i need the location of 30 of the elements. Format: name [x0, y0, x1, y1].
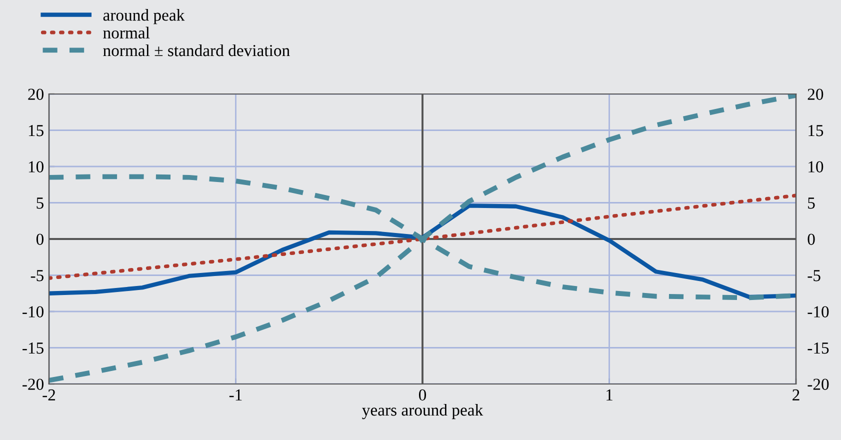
- legend-label: normal: [103, 26, 150, 38]
- x-axis-title: years around peak: [362, 404, 484, 420]
- y-tick-label: 5: [36, 198, 44, 209]
- y2-tick-label: 5: [808, 198, 815, 209]
- y-tick-label: 10: [28, 161, 44, 172]
- line-series: [49, 204, 796, 300]
- y-tick-label: 20: [28, 88, 44, 100]
- y2-tick-label: -10: [808, 306, 829, 318]
- line-series: [49, 94, 796, 383]
- y2-tick-label: 10: [808, 161, 824, 172]
- x-tick-label: 2: [792, 389, 800, 400]
- y-tick-label: -15: [22, 342, 44, 354]
- x-tick-label: -2: [42, 389, 56, 400]
- y2-tick-label: -5: [808, 270, 820, 282]
- line-series: [49, 194, 796, 280]
- x-tick-label: 0: [418, 389, 426, 401]
- x-tick-label: 1: [606, 389, 612, 400]
- y2-tick-label: -20: [808, 378, 829, 390]
- y-tick-label: 15: [28, 125, 44, 136]
- x-tick-label: -1: [229, 389, 242, 400]
- legend-label: normal ± standard deviation: [103, 44, 290, 56]
- y2-tick-label: -15: [808, 342, 829, 354]
- y2-tick-label: 15: [808, 125, 824, 136]
- y2-tick-label: 0: [808, 234, 815, 245]
- y-tick-label: -20: [22, 378, 44, 390]
- y-tick-label: -10: [22, 306, 44, 318]
- y-tick-label: -5: [30, 270, 44, 282]
- y2-tick-label: 20: [808, 88, 824, 100]
- legend-label: around peak: [103, 9, 185, 24]
- y-tick-label: 0: [36, 234, 44, 245]
